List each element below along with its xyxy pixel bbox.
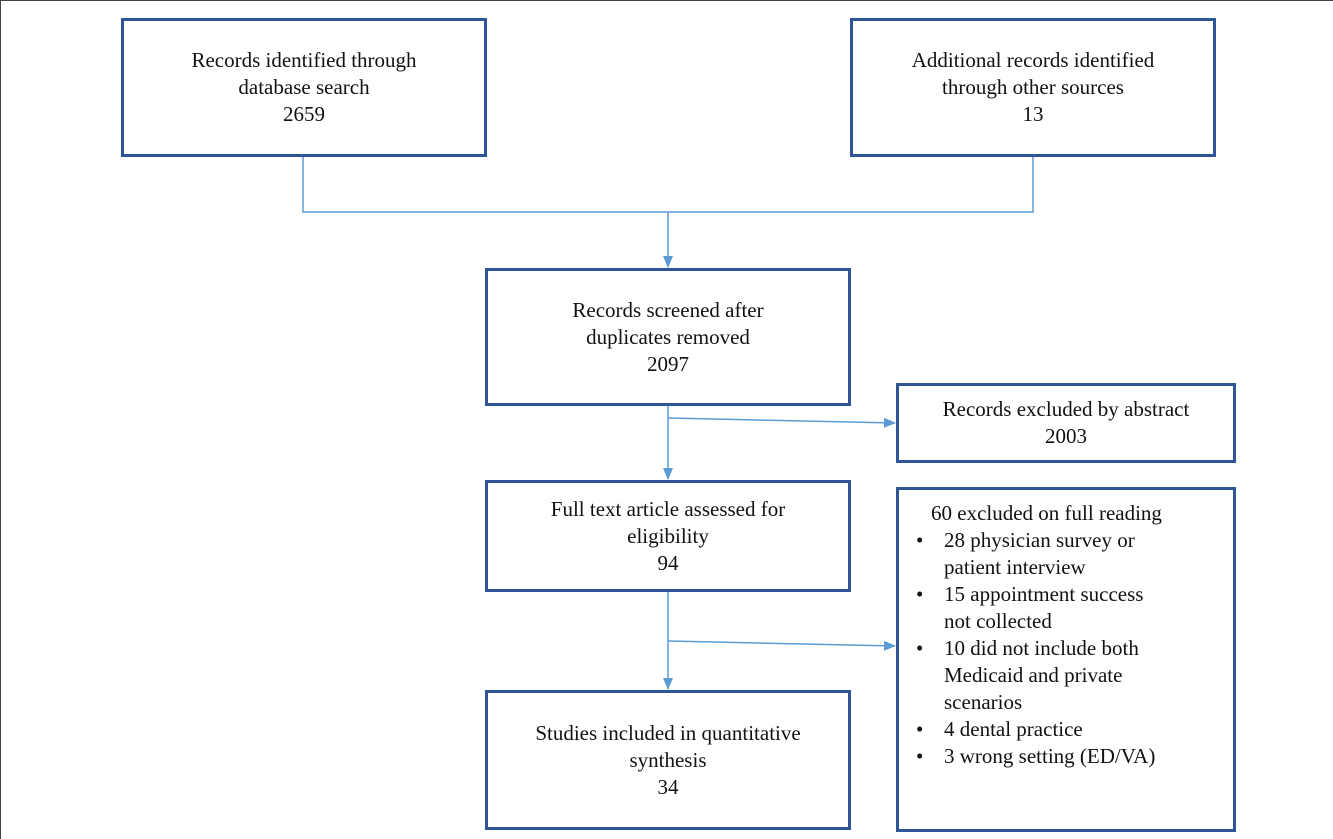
box-title-line: through other sources	[942, 75, 1124, 99]
list-item: • 15 appointment success not collected	[915, 581, 1155, 635]
bullet-icon: •	[916, 744, 924, 768]
exclusion-reason: 3 wrong setting (ED/VA)	[944, 744, 1156, 768]
bullet-icon: •	[916, 528, 924, 552]
bullet-icon: •	[916, 717, 924, 741]
box-records-screened: Records screened after duplicates remove…	[485, 268, 851, 406]
box-studies-included: Studies included in quantitative synthes…	[485, 690, 851, 830]
bullet-icon: •	[916, 636, 924, 660]
box-count: 2659	[283, 102, 325, 126]
box-title-line: eligibility	[627, 523, 709, 548]
box-count: 2003	[1045, 424, 1087, 448]
box-count: 94	[657, 550, 679, 575]
box-title-line: Records screened after	[572, 297, 764, 322]
box-excluded-full-reading: 60 excluded on full reading • 28 physici…	[896, 487, 1236, 832]
box-title-line: database search	[238, 75, 370, 99]
exclusion-heading: 60 excluded on full reading	[931, 501, 1162, 525]
list-item: • 3 wrong setting (ED/VA)	[915, 743, 1155, 770]
box-count: 13	[1022, 102, 1044, 126]
exclusion-reason: 10 did not include both Medicaid and pri…	[944, 636, 1139, 714]
box-count: 2097	[647, 351, 689, 376]
box-title-line: Records identified through	[191, 48, 417, 72]
merge-connector	[302, 157, 1034, 213]
box-count: 34	[657, 774, 679, 799]
exclusion-reason: 28 physician survey or patient interview	[944, 528, 1135, 579]
list-item: • 28 physician survey or patient intervi…	[915, 527, 1155, 581]
box-additional-records: Additional records identified through ot…	[850, 18, 1216, 157]
box-title-line: Full text article assessed for	[550, 496, 786, 521]
box-records-database-search: Records identified through database sear…	[121, 18, 487, 157]
box-title-line: duplicates removed	[586, 324, 750, 349]
exclusion-reason: 4 dental practice	[944, 717, 1083, 741]
list-item: • 4 dental practice	[915, 716, 1155, 743]
box-title-line: synthesis	[629, 747, 707, 772]
box-title-line: Studies included in quantitative	[535, 720, 801, 745]
list-item: • 10 did not include both Medicaid and p…	[915, 635, 1155, 716]
arrow-to-excluded-full	[667, 640, 896, 651]
arrow-to-excluded-abstract	[667, 417, 896, 428]
exclusion-reason: 15 appointment success not collected	[944, 582, 1144, 633]
box-full-text-assessed: Full text article assessed for eligibili…	[485, 480, 851, 592]
exclusion-reasons-list: • 28 physician survey or patient intervi…	[915, 527, 1155, 770]
box-title-line: Records excluded by abstract	[942, 397, 1190, 421]
bullet-icon: •	[916, 582, 924, 606]
box-title-line: Additional records identified	[911, 48, 1155, 72]
box-excluded-by-abstract: Records excluded by abstract 2003	[896, 383, 1236, 463]
